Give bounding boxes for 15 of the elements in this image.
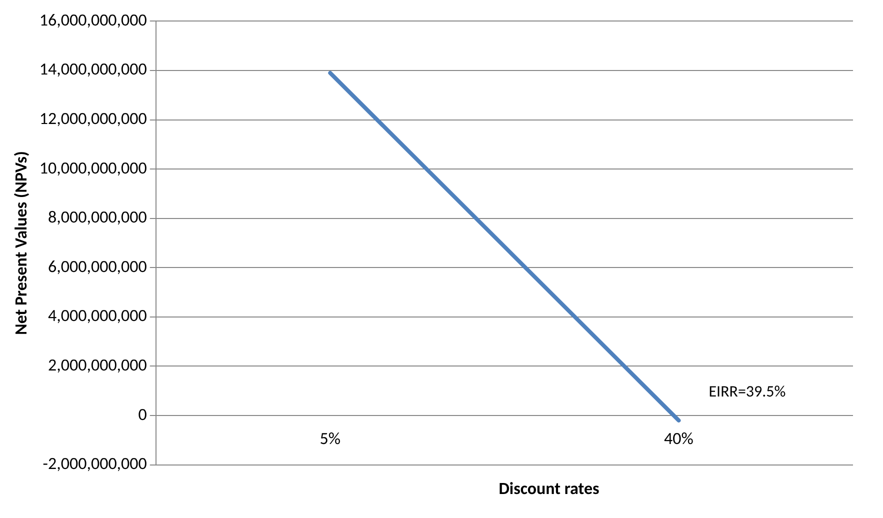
y-tick-label: 16,000,000,000 <box>39 9 148 30</box>
y-tick-label: 10,000,000,000 <box>39 157 148 178</box>
y-tick-label: 0 <box>138 404 148 425</box>
y-tick-label: -2,000,000,000 <box>42 453 148 474</box>
y-tick-label: 12,000,000,000 <box>39 108 148 130</box>
y-axis-title: Net Present Values (NPVs) <box>10 151 32 335</box>
y-tick-label: 2,000,000,000 <box>48 354 148 376</box>
y-tick-label: 4,000,000,000 <box>48 305 148 326</box>
annotation: EIRR=39.5% <box>708 382 786 402</box>
y-tick-label: 6,000,000,000 <box>48 256 148 277</box>
y-tick-label: 14,000,000,000 <box>39 58 148 80</box>
x-tick-label: 5% <box>320 428 341 449</box>
x-tick-label: 40% <box>664 428 694 449</box>
y-tick-label: 8,000,000,000 <box>48 206 148 228</box>
x-axis-title: Discount rates <box>498 478 600 499</box>
